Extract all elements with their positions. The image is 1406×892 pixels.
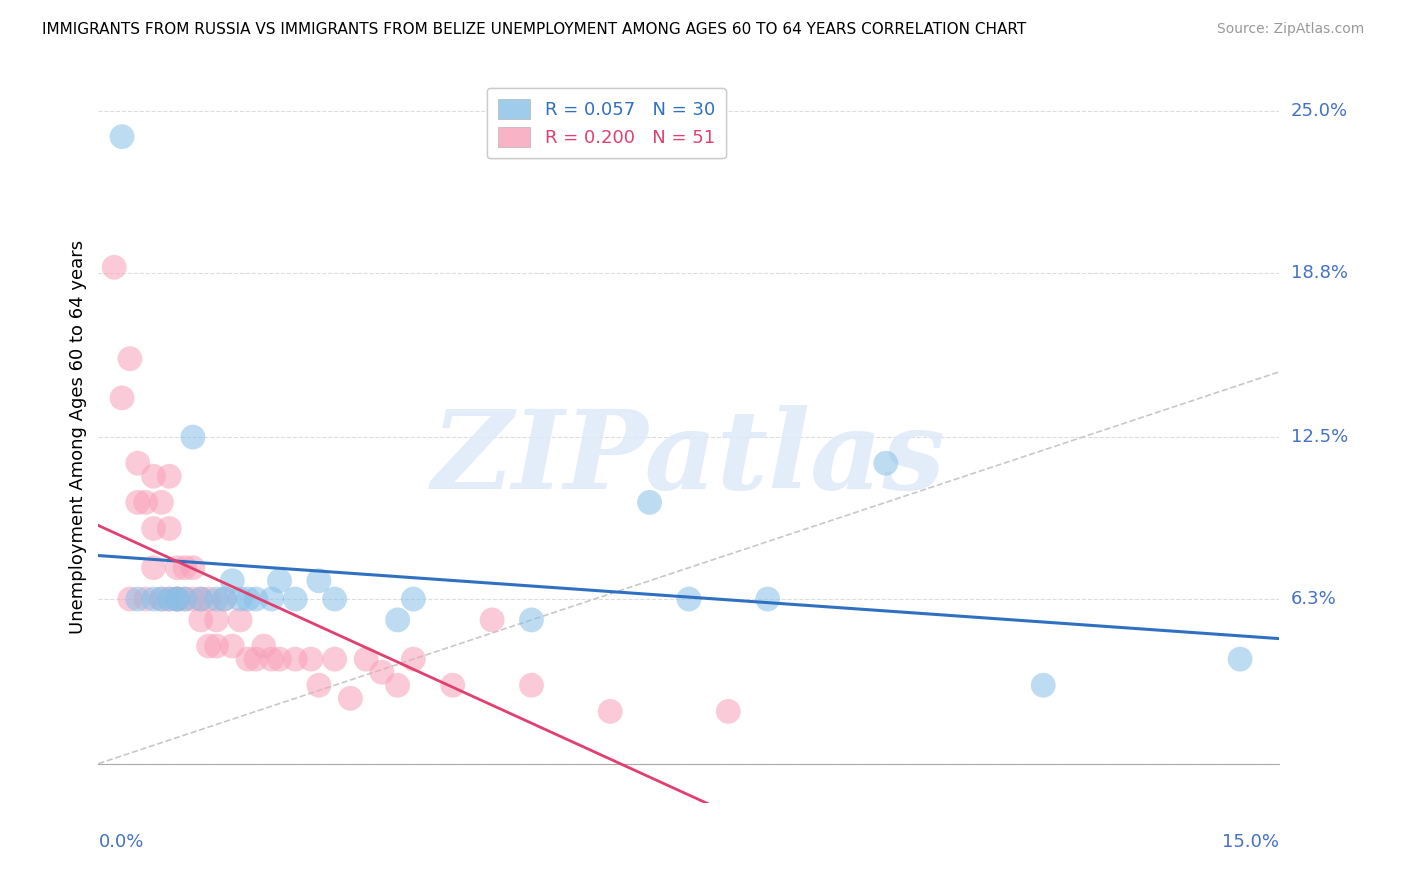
Point bbox=[174, 592, 197, 607]
Point bbox=[103, 260, 125, 275]
Point bbox=[214, 592, 236, 607]
Point bbox=[308, 678, 330, 692]
Point bbox=[127, 456, 149, 470]
Text: 18.8%: 18.8% bbox=[1291, 263, 1347, 282]
Point bbox=[142, 560, 165, 574]
Point bbox=[166, 592, 188, 607]
Point bbox=[387, 613, 409, 627]
Point bbox=[221, 574, 243, 588]
Point bbox=[166, 592, 188, 607]
Point bbox=[127, 495, 149, 509]
Point bbox=[205, 592, 228, 607]
Point bbox=[387, 678, 409, 692]
Point bbox=[260, 592, 283, 607]
Text: 6.3%: 6.3% bbox=[1291, 590, 1336, 608]
Point bbox=[245, 652, 267, 666]
Point bbox=[142, 469, 165, 483]
Y-axis label: Unemployment Among Ages 60 to 64 years: Unemployment Among Ages 60 to 64 years bbox=[69, 240, 87, 634]
Text: 25.0%: 25.0% bbox=[1291, 102, 1348, 120]
Point bbox=[402, 652, 425, 666]
Point bbox=[323, 592, 346, 607]
Point bbox=[205, 639, 228, 653]
Point bbox=[174, 592, 197, 607]
Point bbox=[214, 592, 236, 607]
Point bbox=[441, 678, 464, 692]
Point bbox=[135, 592, 157, 607]
Point bbox=[323, 652, 346, 666]
Point bbox=[1229, 652, 1251, 666]
Point bbox=[229, 592, 252, 607]
Point bbox=[166, 560, 188, 574]
Point bbox=[269, 652, 291, 666]
Point bbox=[135, 495, 157, 509]
Point bbox=[284, 592, 307, 607]
Point bbox=[111, 391, 134, 405]
Point bbox=[197, 639, 219, 653]
Point bbox=[157, 592, 180, 607]
Point bbox=[190, 613, 212, 627]
Point bbox=[166, 592, 188, 607]
Point bbox=[205, 613, 228, 627]
Point bbox=[756, 592, 779, 607]
Point bbox=[142, 592, 165, 607]
Point bbox=[181, 560, 204, 574]
Point bbox=[599, 705, 621, 719]
Point bbox=[157, 469, 180, 483]
Text: IMMIGRANTS FROM RUSSIA VS IMMIGRANTS FROM BELIZE UNEMPLOYMENT AMONG AGES 60 TO 6: IMMIGRANTS FROM RUSSIA VS IMMIGRANTS FRO… bbox=[42, 22, 1026, 37]
Point bbox=[717, 705, 740, 719]
Point bbox=[127, 592, 149, 607]
Point bbox=[308, 574, 330, 588]
Point bbox=[221, 639, 243, 653]
Point bbox=[142, 521, 165, 535]
Point bbox=[157, 592, 180, 607]
Legend: R = 0.057   N = 30, R = 0.200   N = 51: R = 0.057 N = 30, R = 0.200 N = 51 bbox=[486, 87, 725, 158]
Point bbox=[190, 592, 212, 607]
Point bbox=[638, 495, 661, 509]
Point bbox=[229, 613, 252, 627]
Point bbox=[118, 592, 141, 607]
Point bbox=[197, 592, 219, 607]
Point bbox=[284, 652, 307, 666]
Point bbox=[111, 129, 134, 144]
Point bbox=[236, 652, 259, 666]
Point bbox=[174, 560, 197, 574]
Point bbox=[402, 592, 425, 607]
Point bbox=[118, 351, 141, 366]
Point bbox=[299, 652, 322, 666]
Text: 15.0%: 15.0% bbox=[1222, 833, 1279, 851]
Text: ZIPatlas: ZIPatlas bbox=[432, 405, 946, 513]
Text: 12.5%: 12.5% bbox=[1291, 428, 1348, 446]
Point bbox=[245, 592, 267, 607]
Point bbox=[269, 574, 291, 588]
Point bbox=[481, 613, 503, 627]
Point bbox=[339, 691, 361, 706]
Point bbox=[150, 592, 173, 607]
Point bbox=[190, 592, 212, 607]
Point bbox=[260, 652, 283, 666]
Point bbox=[150, 592, 173, 607]
Point bbox=[236, 592, 259, 607]
Point bbox=[371, 665, 394, 680]
Point bbox=[875, 456, 897, 470]
Point bbox=[520, 613, 543, 627]
Point bbox=[1032, 678, 1054, 692]
Point bbox=[181, 592, 204, 607]
Text: Source: ZipAtlas.com: Source: ZipAtlas.com bbox=[1216, 22, 1364, 37]
Point bbox=[181, 430, 204, 444]
Point bbox=[157, 521, 180, 535]
Point bbox=[354, 652, 377, 666]
Point bbox=[166, 592, 188, 607]
Text: 0.0%: 0.0% bbox=[98, 833, 143, 851]
Point bbox=[678, 592, 700, 607]
Point bbox=[520, 678, 543, 692]
Point bbox=[150, 495, 173, 509]
Point bbox=[253, 639, 276, 653]
